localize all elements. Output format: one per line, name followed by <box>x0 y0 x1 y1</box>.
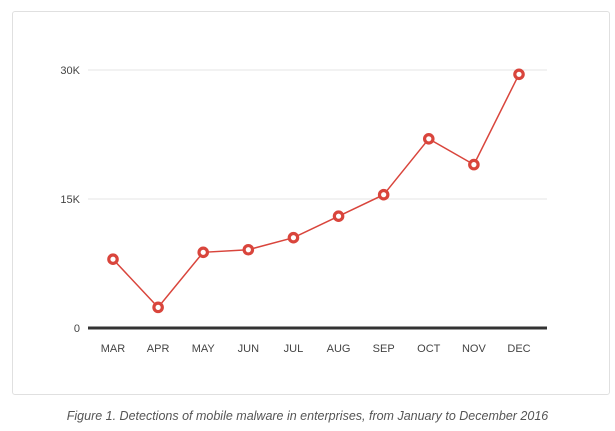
data-point <box>107 253 119 266</box>
x-axis-ticks: MAR APR MAY JUN JUL AUG SEP OCT NOV DEC <box>101 343 531 355</box>
series-line <box>112 73 520 309</box>
gridlines <box>88 69 547 330</box>
x-tick-label: JUL <box>284 343 304 355</box>
y-tick-label: 30K <box>60 65 80 77</box>
data-point <box>332 210 345 222</box>
line-chart: 0 15K 30K MAR APR MAY JUN JUL AUG SEP OCT NOV DEC <box>60 65 547 355</box>
x-tick-label: SEP <box>373 343 395 355</box>
chart-card <box>12 11 610 395</box>
y-axis-ticks: 0 15K 30K <box>60 65 80 335</box>
x-tick-label: NOV <box>462 343 487 355</box>
data-point <box>242 243 255 256</box>
x-tick-label: APR <box>147 343 170 355</box>
data-point <box>377 188 390 201</box>
data-point <box>152 301 164 314</box>
data-point <box>287 231 300 244</box>
x-tick-label: MAY <box>192 343 216 355</box>
data-points <box>107 68 525 314</box>
y-tick-label: 15K <box>60 194 80 206</box>
data-point <box>468 158 480 171</box>
data-point <box>422 133 435 145</box>
data-point <box>513 68 525 81</box>
x-tick-label: DEC <box>507 343 530 355</box>
figure-caption: Figure 1. Detections of mobile malware i… <box>66 409 549 423</box>
y-tick-label: 0 <box>74 323 80 335</box>
series-line-path <box>112 73 520 309</box>
x-tick-label: MAR <box>101 343 126 355</box>
data-point <box>197 246 210 259</box>
x-tick-label: OCT <box>417 343 441 355</box>
x-tick-label: AUG <box>327 343 351 355</box>
x-tick-label: JUN <box>238 343 259 355</box>
